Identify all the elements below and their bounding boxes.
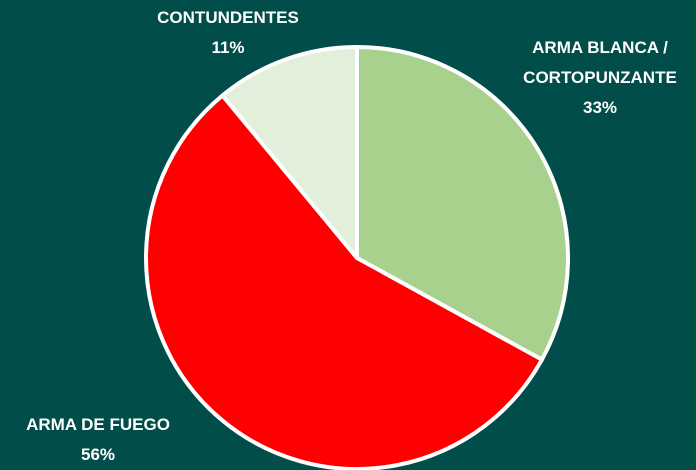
slice-label: CONTUNDENTES 11% — [130, 3, 326, 63]
slice-label: ARMA BLANCA / CORTOPUNZANTE 33% — [505, 33, 695, 123]
value-label: 33% — [582, 98, 618, 117]
pie-slice — [220, 45, 359, 260]
category-name: ARMA BLANCA / CORTOPUNZANTE — [523, 38, 677, 87]
value-label: 11% — [211, 38, 245, 57]
value-label: 56% — [80, 445, 116, 464]
category-name: ARMA DE FUEGO — [26, 415, 170, 434]
pie-slice — [355, 45, 570, 362]
category-name: CONTUNDENTES — [157, 8, 299, 27]
pie-slice — [144, 93, 544, 470]
slice-label: ARMA DE FUEGO 56% — [0, 410, 196, 470]
